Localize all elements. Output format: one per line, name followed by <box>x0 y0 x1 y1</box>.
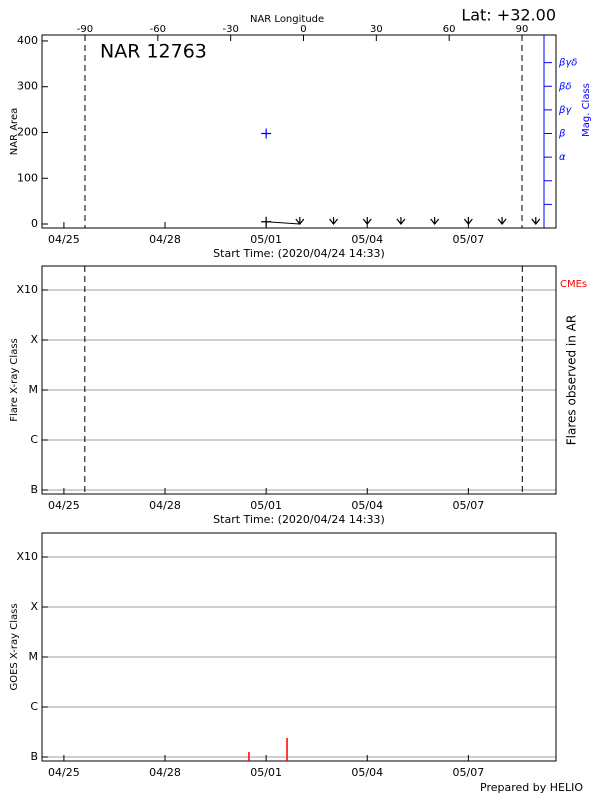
x-axis-label: Start Time: (2020/04/24 14:33) <box>213 513 385 526</box>
y2-tick-label: βγ <box>558 105 572 116</box>
x2-tick-label: 90 <box>516 24 529 35</box>
x-tick-label: 05/07 <box>453 233 485 246</box>
y-axis-label: Flare X-ray Class <box>9 338 20 422</box>
x2-tick-label: -90 <box>77 24 93 35</box>
x-tick-label: 05/04 <box>351 233 383 246</box>
x2-tick-label: 0 <box>300 24 306 35</box>
y2-axis-label: Mag. Class <box>581 83 592 137</box>
data-point <box>329 217 339 225</box>
y-tick-label: X <box>30 600 38 613</box>
y-tick-label: 300 <box>17 80 38 93</box>
y2-tick-label: βγδ <box>558 58 577 69</box>
x-tick-label: 04/28 <box>149 233 181 246</box>
y-tick-label: 400 <box>17 34 38 47</box>
x-tick-label: 05/01 <box>250 766 282 779</box>
plot-frame <box>41 34 557 229</box>
data-point <box>396 217 406 225</box>
bar <box>286 738 288 761</box>
y-tick-label: C <box>30 700 38 713</box>
annotation: CMEs <box>560 279 587 290</box>
series-line <box>266 221 300 225</box>
data-point <box>497 217 507 225</box>
data-point <box>531 217 541 225</box>
y-tick-label: X10 <box>16 550 38 563</box>
x-tick-label: 05/04 <box>351 499 383 512</box>
y-tick-label: 100 <box>17 171 38 184</box>
x-tick-label: 05/07 <box>453 499 485 512</box>
y-tick-label: B <box>30 750 38 763</box>
x-tick-label: 05/01 <box>250 499 282 512</box>
y-tick-label: X10 <box>16 283 38 296</box>
plot-frame <box>41 265 557 495</box>
y-axis-label: NAR Area <box>9 108 20 155</box>
x2-tick-label: 60 <box>443 24 456 35</box>
y-tick-label: M <box>29 650 39 663</box>
x2-tick-label: -30 <box>222 24 238 35</box>
chart-title: NAR 12763 <box>100 41 207 63</box>
x-tick-label: 04/25 <box>48 499 80 512</box>
x-axis-label: Start Time: (2020/04/24 14:33) <box>213 247 385 260</box>
y-tick-label: B <box>30 483 38 496</box>
data-point <box>261 216 272 227</box>
y-tick-label: X <box>30 333 38 346</box>
bar <box>248 752 250 761</box>
y-tick-label: M <box>29 383 39 396</box>
data-point <box>430 217 440 225</box>
data-point <box>295 217 305 225</box>
x-tick-label: 04/28 <box>149 766 181 779</box>
data-point <box>261 128 272 139</box>
y2-tick-label: α <box>559 152 566 163</box>
plot-frame <box>41 532 557 762</box>
y-tick-label: 200 <box>17 125 38 138</box>
y2-tick-label: β <box>558 129 566 140</box>
x2-tick-label: 30 <box>370 24 383 35</box>
y-axis-label: GOES X-ray Class <box>9 603 20 690</box>
annotation: Lat: +32.00 <box>461 6 556 25</box>
x2-axis-label: NAR Longitude <box>250 14 324 25</box>
x-tick-label: 05/07 <box>453 766 485 779</box>
x2-tick-label: -60 <box>150 24 166 35</box>
y2-tick-label: βδ <box>558 81 572 92</box>
x-tick-label: 05/01 <box>250 233 282 246</box>
x-tick-label: 04/28 <box>149 499 181 512</box>
data-point <box>362 217 372 225</box>
y-tick-label: 0 <box>31 217 38 230</box>
footer: Prepared by HELIO <box>480 781 583 794</box>
y-tick-label: C <box>30 433 38 446</box>
x-tick-label: 04/25 <box>48 233 80 246</box>
y2-axis-label: Flares observed in AR <box>565 315 579 445</box>
x-tick-label: 04/25 <box>48 766 80 779</box>
x-tick-label: 05/04 <box>351 766 383 779</box>
data-point <box>463 217 473 225</box>
